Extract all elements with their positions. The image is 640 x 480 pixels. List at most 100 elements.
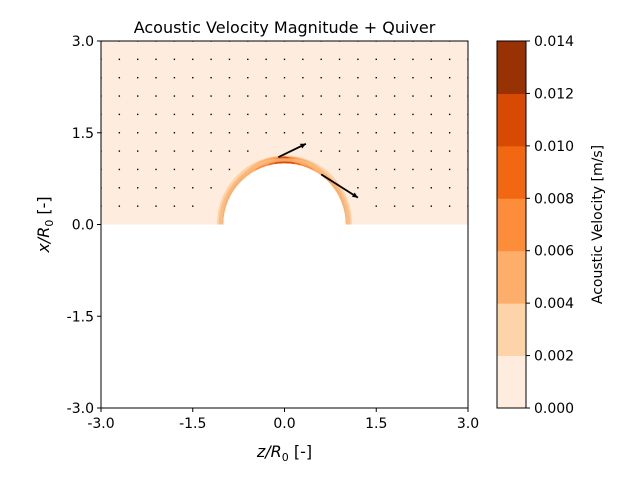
quiver-dot [357, 95, 359, 97]
quiver-dot [283, 113, 286, 116]
x-tick-label: -1.5 [179, 416, 206, 432]
quiver-dot [357, 150, 359, 152]
quiver-dot [448, 58, 451, 61]
quiver-dot [393, 58, 396, 61]
quiver-dot [412, 132, 414, 134]
quiver-dot [192, 168, 194, 171]
quiver-dot [210, 168, 212, 171]
quiver-dot [247, 150, 249, 152]
quiver-dot [265, 77, 267, 79]
quiver-dot [283, 77, 286, 79]
quiver-dot [228, 58, 231, 61]
colorbar-tick-label: 0.008 [534, 191, 574, 207]
x-axis-label: z/R0 [-] [256, 442, 312, 464]
quiver-dot [357, 113, 359, 116]
quiver-dot [320, 132, 322, 134]
quiver-dot [412, 77, 414, 79]
quiver-dot [375, 168, 377, 171]
x-axis-label-unit: [-] [289, 442, 312, 461]
obstacle [223, 163, 346, 225]
quiver-dot [192, 77, 194, 79]
quiver-dot [118, 168, 121, 171]
quiver-dot [430, 168, 432, 171]
quiver-arrow-2 [320, 173, 359, 199]
quiver-dot [448, 95, 451, 97]
quiver-dot [192, 58, 194, 61]
quiver-dot [118, 150, 121, 152]
quiver-dot [375, 205, 377, 207]
quiver-dot [302, 132, 304, 134]
quiver-dot [173, 58, 176, 61]
colorbar-tick-label: 0.012 [534, 86, 574, 102]
quiver-dot [192, 95, 194, 97]
quiver-dot [393, 113, 396, 116]
quiver-dot [210, 187, 212, 189]
quiver-dot [137, 58, 139, 61]
quiver-dot [412, 187, 414, 189]
quiver-dot [173, 95, 176, 97]
quiver-dot [210, 77, 212, 79]
quiver-dot [375, 95, 377, 97]
quiver-dot [118, 113, 121, 116]
x-axis: -3.0 -1.5 0.0 1.5 3.0 [87, 408, 479, 432]
quiver-dot [412, 168, 414, 171]
colorbar-tick-label: 0.010 [534, 139, 574, 155]
quiver-dot [357, 132, 359, 134]
quiver-dot [265, 113, 267, 116]
quiver-dot [412, 95, 414, 97]
quiver-dot [375, 77, 377, 79]
quiver-dot [155, 95, 157, 97]
quiver-dot [210, 95, 212, 97]
y-tick-label: -1.5 [67, 309, 94, 325]
quiver-dot [357, 168, 359, 171]
quiver-dot [173, 205, 176, 207]
quiver-dot [192, 150, 194, 152]
quiver-dot [320, 113, 322, 116]
quiver-dot [192, 113, 194, 116]
quiver-dot [137, 168, 139, 171]
quiver-dot [430, 150, 432, 152]
y-axis-label-sub: 0 [43, 220, 56, 227]
quiver-dot [338, 113, 341, 116]
colorbar-segment [497, 355, 526, 409]
colorbar-tick-label: 0.000 [534, 401, 574, 417]
quiver-dot [210, 150, 212, 152]
quiver-dot [137, 77, 139, 79]
quiver-dot [228, 168, 231, 171]
quiver-dot [137, 205, 139, 207]
quiver-dot [155, 187, 157, 189]
quiver-dot [173, 77, 176, 79]
quiver-dot [173, 113, 176, 116]
x-tick-label: 1.5 [365, 416, 387, 432]
colorbar-segment [497, 145, 526, 199]
quiver-dot [412, 58, 414, 61]
quiver-dot [173, 150, 176, 152]
y-tick-label: 1.5 [72, 126, 94, 142]
quiver-dot [210, 132, 212, 134]
quiver-dot [228, 150, 231, 152]
quiver-dot [155, 132, 157, 134]
colorbar-tick-label: 0.006 [534, 244, 574, 260]
quiver-dot [247, 113, 249, 116]
quiver-dot [430, 187, 432, 189]
quiver-dot [448, 132, 451, 134]
colorbar: 0.000 0.002 0.004 0.006 0.008 0.010 0.012 0.014 [496, 34, 574, 417]
quiver-dot [448, 113, 451, 116]
quiver-dot [173, 168, 176, 171]
quiver-dot [338, 168, 341, 171]
quiver-dot [155, 205, 157, 207]
quiver-dot [393, 132, 396, 134]
quiver-dot [338, 77, 341, 79]
quiver-dot [375, 150, 377, 152]
x-tick-label: -3.0 [87, 416, 114, 432]
quiver-dot [357, 77, 359, 79]
quiver-dot [228, 113, 231, 116]
quiver-dot [375, 132, 377, 134]
quiver-dot [118, 58, 121, 61]
quiver-dot [448, 77, 451, 79]
quiver-dot [247, 95, 249, 97]
quiver-dot [118, 205, 121, 207]
colorbar-tick-label: 0.004 [534, 296, 574, 312]
quiver-dot [302, 77, 304, 79]
x-tick-label: 3.0 [457, 416, 479, 432]
